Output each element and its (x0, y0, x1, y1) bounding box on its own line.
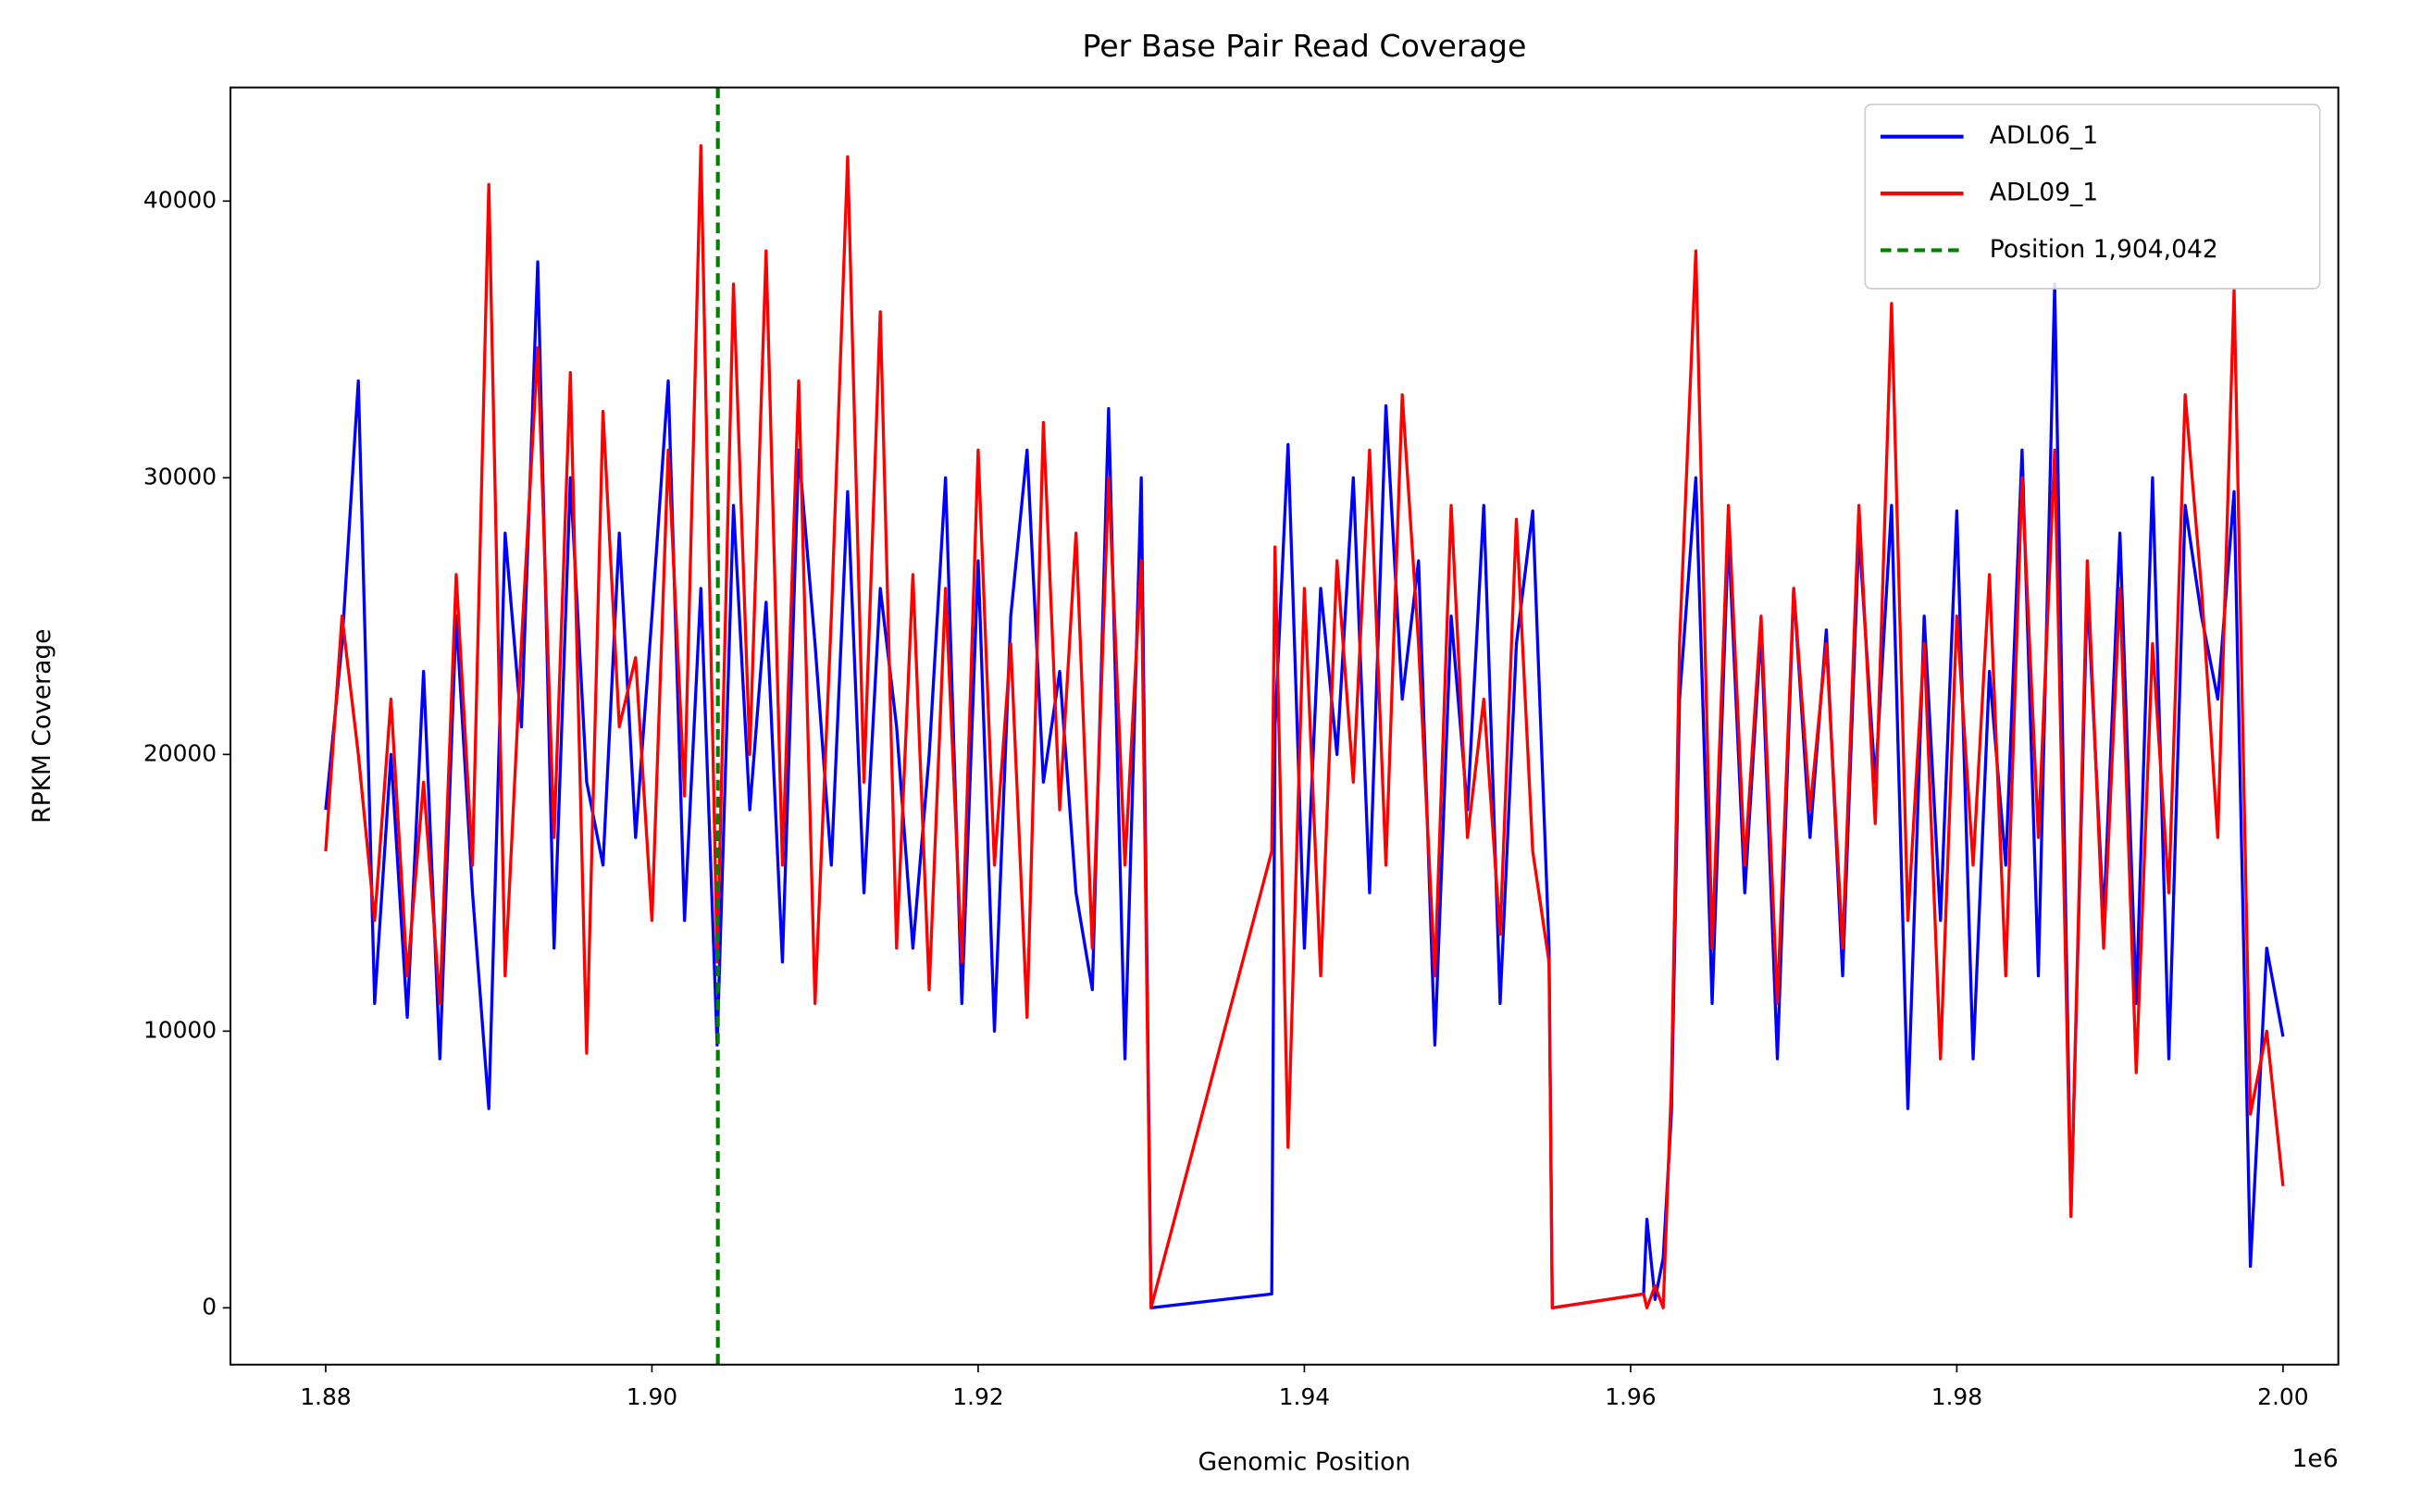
x-tick-label: 2.00 (2257, 1383, 2308, 1410)
x-tick-label: 1.96 (1605, 1383, 1656, 1410)
x-offset-label: 1e6 (2291, 1444, 2338, 1473)
y-tick-label: 20000 (143, 739, 217, 766)
legend-label: ADL06_1 (1990, 121, 2098, 150)
x-tick-label: 1.88 (300, 1383, 351, 1410)
x-tick-label: 1.94 (1279, 1383, 1330, 1410)
legend-label: Position 1,904,042 (1990, 235, 2218, 264)
x-tick-label: 1.92 (952, 1383, 1003, 1410)
data-line (324, 260, 2285, 1310)
y-tick-label: 10000 (143, 1016, 217, 1043)
y-tick-label: 0 (202, 1293, 217, 1320)
x-tick-label: 1.98 (1931, 1383, 1982, 1410)
x-axis-label: Genomic Position (1198, 1447, 1411, 1476)
y-tick-label: 40000 (143, 186, 217, 213)
data-line (324, 143, 2285, 1310)
y-tick-label: 30000 (143, 463, 217, 490)
legend-label: ADL09_1 (1990, 179, 2098, 207)
legend-box (1864, 103, 2321, 290)
plot-frame (230, 86, 2340, 1366)
x-tick-label: 1.90 (627, 1383, 677, 1410)
chart-title: Per Base Pair Read Coverage (1082, 28, 1526, 64)
y-axis-label: RPKM Coverage (28, 628, 56, 823)
